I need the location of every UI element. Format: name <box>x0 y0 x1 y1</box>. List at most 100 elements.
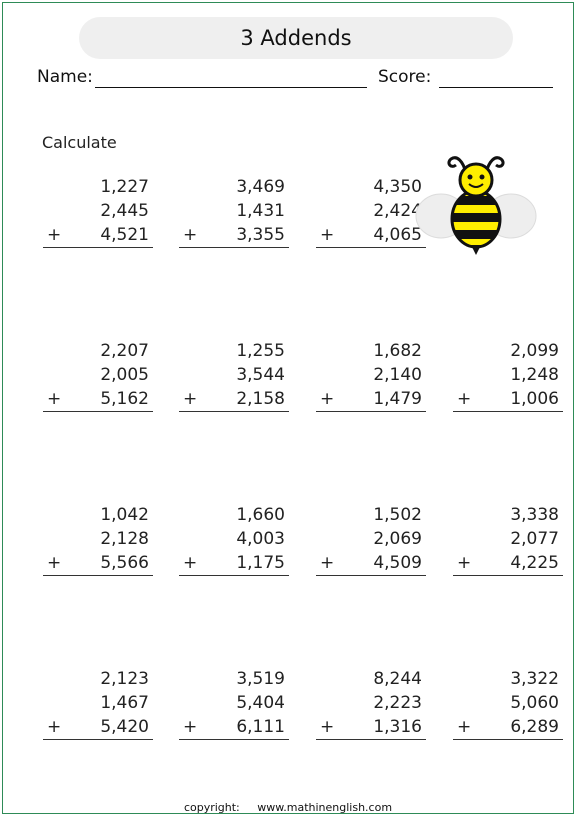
addition-problem: 3,519 5,404 +6,111 <box>179 667 289 740</box>
addend-1: 3,322 <box>510 669 559 689</box>
addend-1: 3,469 <box>236 177 285 197</box>
addend-1: 2,207 <box>100 341 149 361</box>
instruction-text: Calculate <box>42 133 117 152</box>
addend-2: 1,467 <box>100 693 149 713</box>
addend-3: 3,355 <box>236 225 285 245</box>
addend-3: 6,289 <box>510 717 559 737</box>
addend-2: 1,248 <box>510 365 559 385</box>
addend-2: 2,077 <box>510 529 559 549</box>
plus-sign: + <box>457 389 472 409</box>
addend-3: 5,566 <box>100 553 149 573</box>
addend-3-row: +1,175 <box>179 551 289 576</box>
addend-2: 3,544 <box>236 365 285 385</box>
addition-problem: 1,227 2,445 +4,521 <box>43 175 153 248</box>
name-score-row: Name: Score: <box>37 67 553 91</box>
title-text: 3 Addends <box>240 26 352 50</box>
addend-3: 4,065 <box>373 225 422 245</box>
plus-sign: + <box>457 717 472 737</box>
addition-problem: 1,255 3,544 +2,158 <box>179 339 289 412</box>
addend-3: 1,175 <box>236 553 285 573</box>
addition-problem: 4,350 2,424 +4,065 <box>316 175 426 248</box>
addend-3-row: +4,521 <box>43 223 153 248</box>
addition-problem: 2,099 1,248 +1,006 <box>453 339 563 412</box>
addend-3-row: +1,006 <box>453 387 563 412</box>
addend-1: 4,350 <box>373 177 422 197</box>
name-blank[interactable] <box>95 87 367 88</box>
addend-1: 1,255 <box>236 341 285 361</box>
addend-2: 2,005 <box>100 365 149 385</box>
bee-icon <box>415 156 537 255</box>
addition-problem: 8,244 2,223 +1,316 <box>316 667 426 740</box>
plus-sign: + <box>320 553 335 573</box>
addend-2: 2,140 <box>373 365 422 385</box>
name-label: Name: <box>37 67 93 87</box>
addend-3: 6,111 <box>236 717 285 737</box>
footer: copyright: www.mathinenglish.com <box>3 801 573 814</box>
addend-2: 2,128 <box>100 529 149 549</box>
addend-1: 3,338 <box>510 505 559 525</box>
addend-3-row: +3,355 <box>179 223 289 248</box>
copyright-label: copyright: <box>183 801 240 814</box>
bee-right-antenna <box>484 156 505 174</box>
addend-1: 1,042 <box>100 505 149 525</box>
addend-3-row: +6,289 <box>453 715 563 740</box>
addition-problem: 3,338 2,077 +4,225 <box>453 503 563 576</box>
plus-sign: + <box>320 389 335 409</box>
addition-problem: 2,207 2,005 +5,162 <box>43 339 153 412</box>
score-label: Score: <box>378 67 432 87</box>
plus-sign: + <box>47 717 62 737</box>
addend-3-row: +5,420 <box>43 715 153 740</box>
addend-1: 8,244 <box>373 669 422 689</box>
addend-3-row: +4,065 <box>316 223 426 248</box>
addend-3-row: +1,479 <box>316 387 426 412</box>
addend-2: 2,223 <box>373 693 422 713</box>
addend-1: 1,227 <box>100 177 149 197</box>
score-blank[interactable] <box>439 87 553 88</box>
addend-2: 1,431 <box>236 201 285 221</box>
addend-3-row: +4,225 <box>453 551 563 576</box>
addend-3: 4,225 <box>510 553 559 573</box>
addend-3: 1,006 <box>510 389 559 409</box>
bee-head <box>458 162 494 198</box>
addend-1: 2,099 <box>510 341 559 361</box>
addend-3-row: +2,158 <box>179 387 289 412</box>
addend-3-row: +4,509 <box>316 551 426 576</box>
addend-1: 1,502 <box>373 505 422 525</box>
addend-1: 1,682 <box>373 341 422 361</box>
addend-3-row: +6,111 <box>179 715 289 740</box>
addition-problem: 1,042 2,128 +5,566 <box>43 503 153 576</box>
addend-3-row: +5,566 <box>43 551 153 576</box>
plus-sign: + <box>183 389 198 409</box>
addend-2: 2,069 <box>373 529 422 549</box>
plus-sign: + <box>47 225 62 245</box>
worksheet-title: 3 Addends <box>79 17 513 59</box>
plus-sign: + <box>183 225 198 245</box>
addend-1: 3,519 <box>236 669 285 689</box>
bee-left-antenna <box>447 156 468 174</box>
plus-sign: + <box>47 389 62 409</box>
plus-sign: + <box>47 553 62 573</box>
plus-sign: + <box>320 225 335 245</box>
addend-2: 4,003 <box>236 529 285 549</box>
plus-sign: + <box>183 553 198 573</box>
addition-problem: 1,682 2,140 +1,479 <box>316 339 426 412</box>
site-link[interactable]: www.mathinenglish.com <box>257 801 393 814</box>
worksheet-page: 3 Addends Name: Score: Calculate 1,227 2,… <box>2 2 574 814</box>
addition-problem: 1,660 4,003 +1,175 <box>179 503 289 576</box>
addend-2: 2,424 <box>373 201 422 221</box>
addend-2: 5,404 <box>236 693 285 713</box>
addend-2: 5,060 <box>510 693 559 713</box>
addend-3: 4,521 <box>100 225 149 245</box>
addend-3: 1,479 <box>373 389 422 409</box>
addend-3: 5,420 <box>100 717 149 737</box>
addend-3: 4,509 <box>373 553 422 573</box>
addend-1: 1,660 <box>236 505 285 525</box>
plus-sign: + <box>183 717 198 737</box>
addition-problem: 3,469 1,431 +3,355 <box>179 175 289 248</box>
addend-2: 2,445 <box>100 201 149 221</box>
bee-stinger <box>471 245 481 255</box>
plus-sign: + <box>457 553 472 573</box>
addition-problem: 2,123 1,467 +5,420 <box>43 667 153 740</box>
addend-3-row: +1,316 <box>316 715 426 740</box>
addend-3: 5,162 <box>100 389 149 409</box>
